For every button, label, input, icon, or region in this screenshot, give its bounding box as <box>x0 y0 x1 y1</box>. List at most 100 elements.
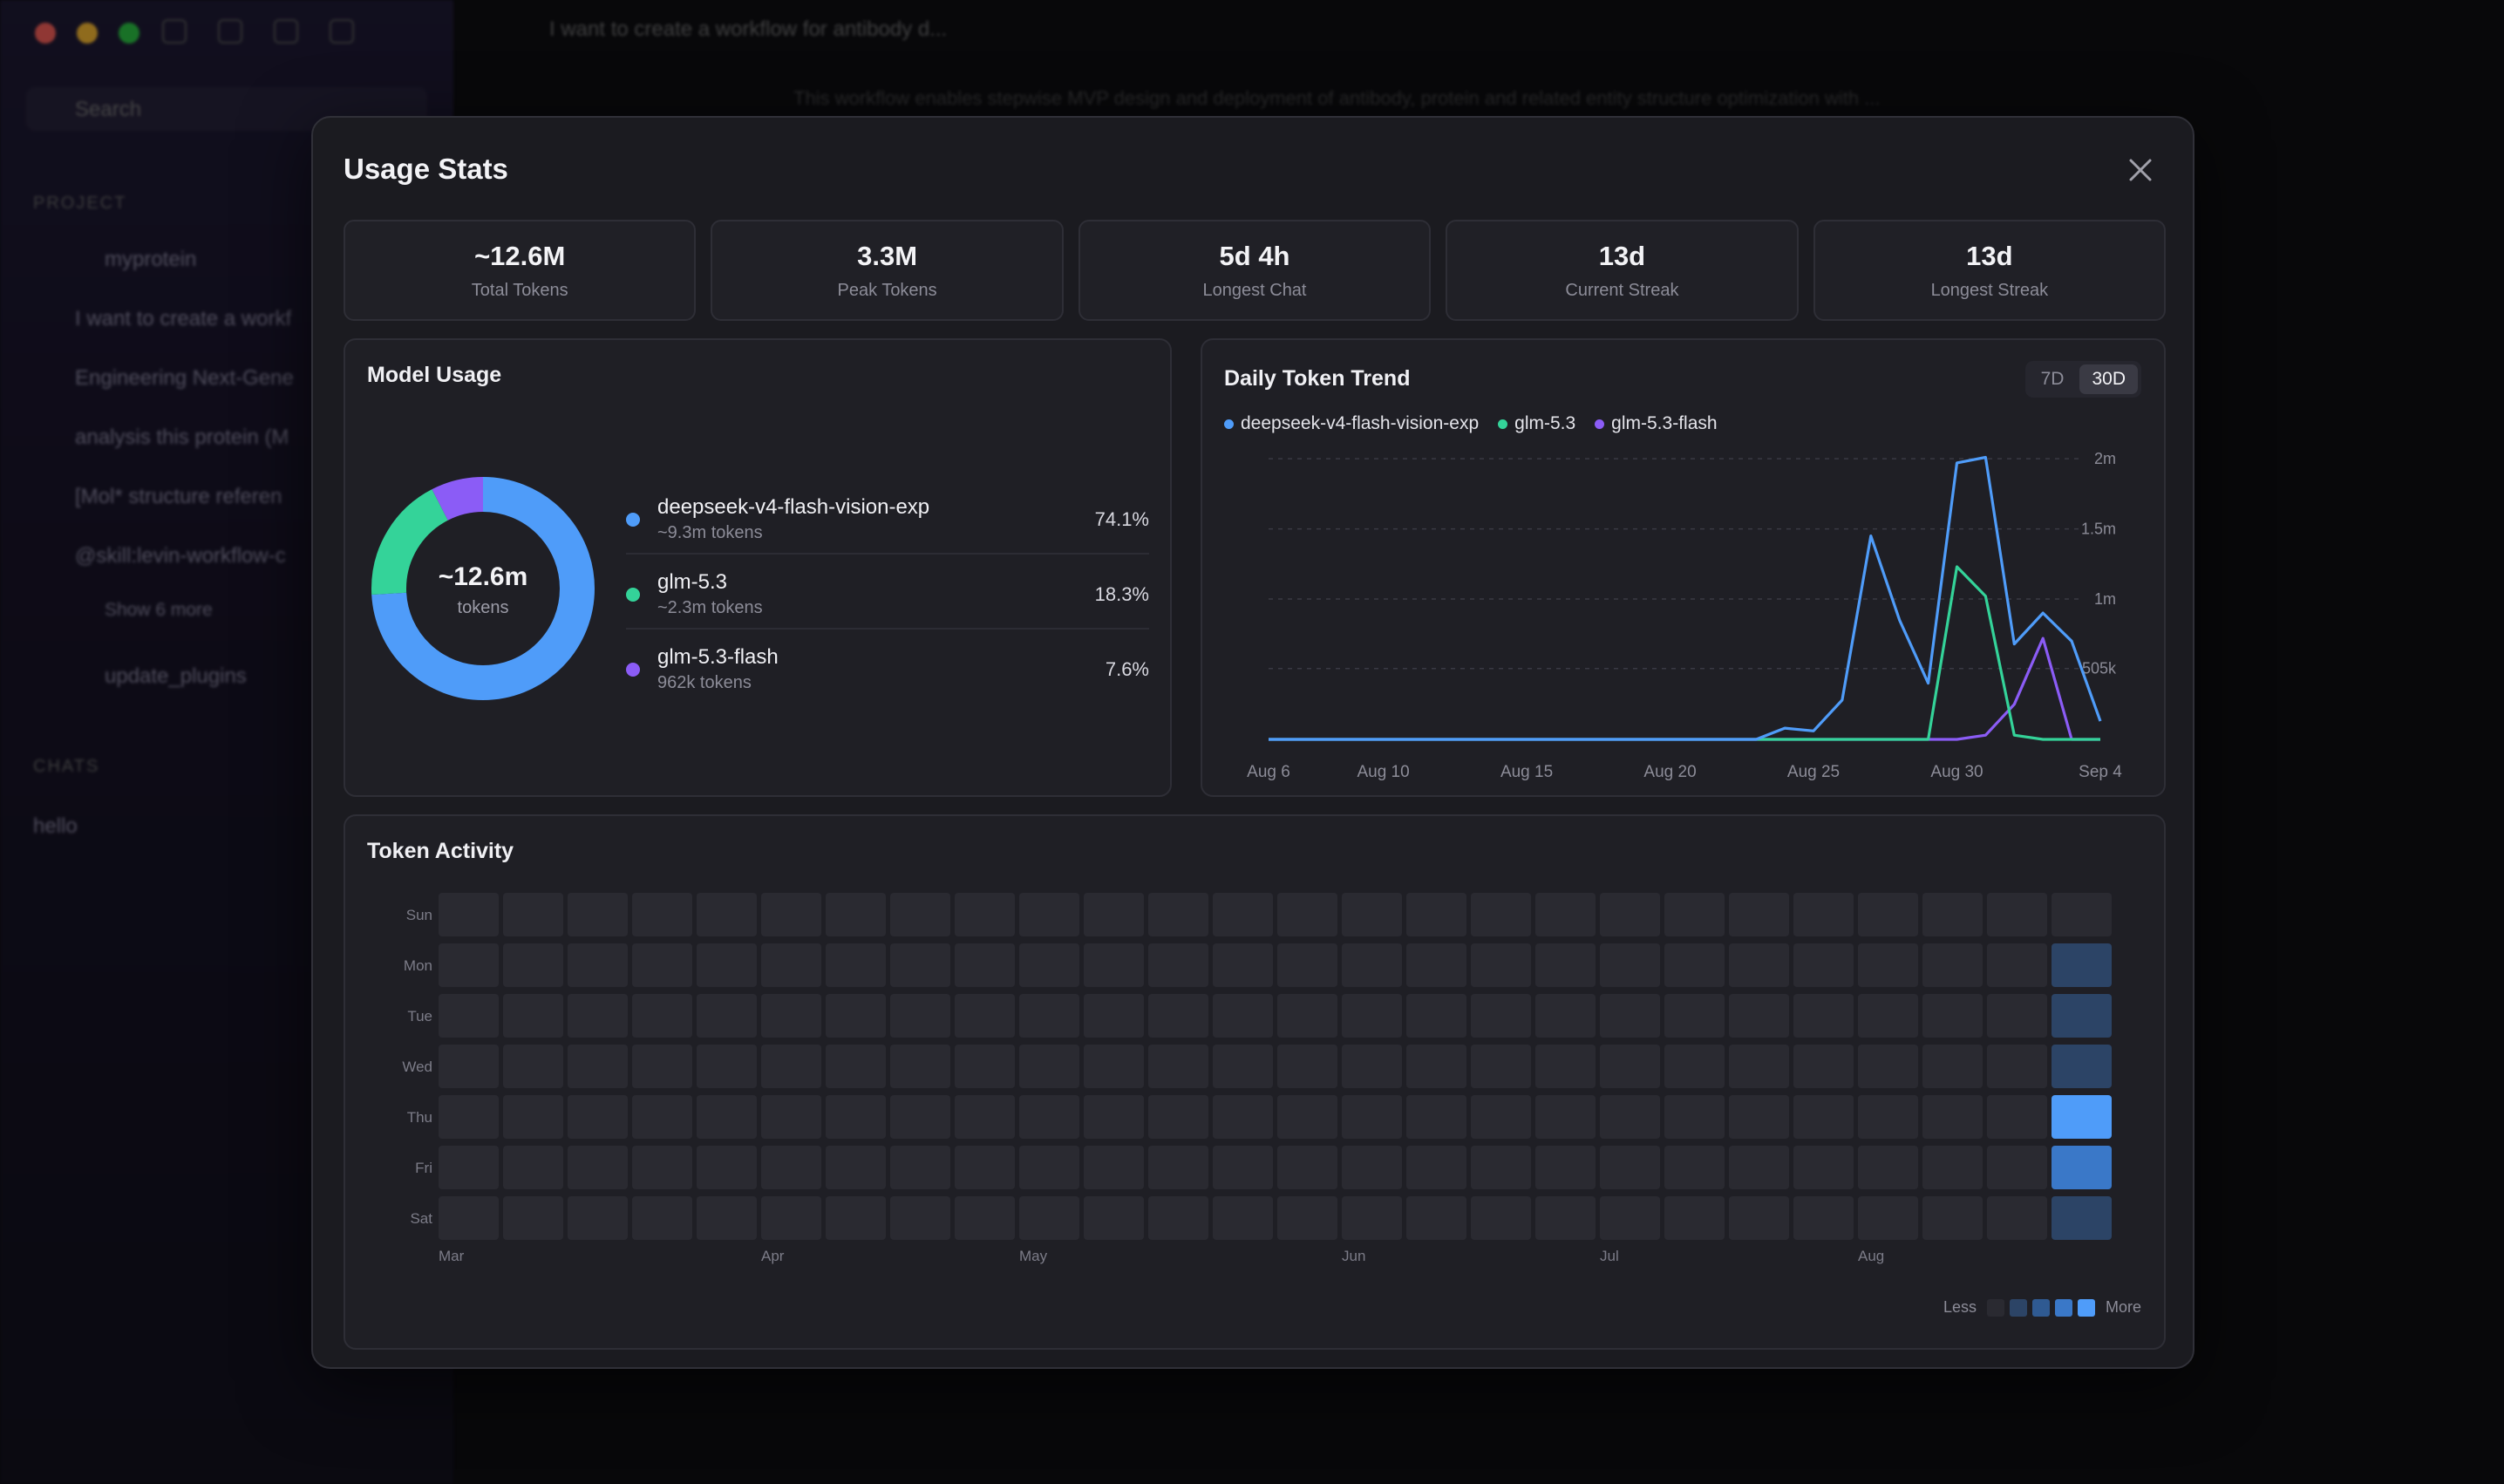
activity-cell[interactable] <box>890 994 950 1038</box>
activity-cell[interactable] <box>1213 1146 1273 1189</box>
activity-cell[interactable] <box>439 1196 499 1240</box>
activity-cell[interactable] <box>697 1196 757 1240</box>
history-icon[interactable] <box>274 19 298 44</box>
activity-cell[interactable] <box>632 1095 692 1139</box>
activity-cell[interactable] <box>697 1045 757 1088</box>
activity-cell[interactable] <box>1213 943 1273 987</box>
activity-cell[interactable] <box>503 1146 563 1189</box>
activity-cell[interactable] <box>1406 893 1466 936</box>
activity-cell[interactable] <box>503 994 563 1038</box>
activity-cell[interactable] <box>890 943 950 987</box>
activity-cell[interactable] <box>503 1095 563 1139</box>
activity-cell[interactable] <box>1471 1146 1531 1189</box>
activity-cell[interactable] <box>439 1045 499 1088</box>
activity-cell[interactable] <box>826 943 886 987</box>
activity-cell[interactable] <box>1793 1146 1854 1189</box>
activity-cell[interactable] <box>826 1196 886 1240</box>
activity-cell[interactable] <box>568 943 628 987</box>
activity-cell[interactable] <box>2052 893 2112 936</box>
activity-cell[interactable] <box>1987 943 2047 987</box>
activity-cell[interactable] <box>1084 1045 1144 1088</box>
sidebar-item[interactable]: myprotein <box>105 248 197 271</box>
sidebar-toggle-icon[interactable] <box>162 19 187 44</box>
activity-cell[interactable] <box>1729 1095 1789 1139</box>
chat-item[interactable]: hello <box>33 814 78 838</box>
activity-cell[interactable] <box>1406 994 1466 1038</box>
activity-cell[interactable] <box>1729 943 1789 987</box>
activity-cell[interactable] <box>1406 1196 1466 1240</box>
activity-cell[interactable] <box>1729 893 1789 936</box>
activity-cell[interactable] <box>1471 943 1531 987</box>
activity-cell[interactable] <box>1213 1045 1273 1088</box>
close-button[interactable] <box>2125 154 2156 186</box>
activity-cell[interactable] <box>1084 1095 1144 1139</box>
activity-cell[interactable] <box>761 893 821 936</box>
activity-cell[interactable] <box>1019 893 1079 936</box>
activity-cell[interactable] <box>1342 1146 1402 1189</box>
sidebar-item[interactable]: update_plugins <box>105 664 247 688</box>
minimize-window-button[interactable] <box>77 23 98 44</box>
activity-cell[interactable] <box>1729 1045 1789 1088</box>
activity-cell[interactable] <box>1858 994 1918 1038</box>
range-30d-button[interactable]: 30D <box>2079 364 2138 394</box>
activity-cell[interactable] <box>1084 893 1144 936</box>
activity-cell[interactable] <box>568 994 628 1038</box>
activity-cell[interactable] <box>1922 893 1983 936</box>
activity-cell[interactable] <box>1987 893 2047 936</box>
show-more-link[interactable]: Show 6 more <box>105 600 213 620</box>
activity-cell[interactable] <box>1535 1146 1596 1189</box>
activity-cell[interactable] <box>890 1095 950 1139</box>
activity-cell[interactable] <box>503 1045 563 1088</box>
activity-cell[interactable] <box>1342 1045 1402 1088</box>
activity-cell[interactable] <box>1535 1196 1596 1240</box>
activity-cell[interactable] <box>1148 994 1208 1038</box>
activity-cell[interactable] <box>439 994 499 1038</box>
activity-cell[interactable] <box>1535 1095 1596 1139</box>
grid-icon[interactable] <box>218 19 242 44</box>
activity-cell[interactable] <box>1858 1095 1918 1139</box>
activity-cell[interactable] <box>1987 1146 2047 1189</box>
activity-cell[interactable] <box>1664 1146 1725 1189</box>
sidebar-item[interactable]: I want to create a workf <box>75 307 292 330</box>
activity-cell[interactable] <box>1987 1196 2047 1240</box>
activity-cell[interactable] <box>1600 1146 1660 1189</box>
activity-cell[interactable] <box>761 1146 821 1189</box>
activity-cell[interactable] <box>826 893 886 936</box>
activity-cell[interactable] <box>761 1095 821 1139</box>
sidebar-item[interactable]: @skill:levin-workflow-c <box>75 544 286 568</box>
activity-cell[interactable] <box>1019 994 1079 1038</box>
activity-cell[interactable] <box>1471 1095 1531 1139</box>
activity-cell[interactable] <box>1406 1045 1466 1088</box>
activity-cell[interactable] <box>568 893 628 936</box>
activity-cell[interactable] <box>439 943 499 987</box>
activity-cell[interactable] <box>1342 1196 1402 1240</box>
activity-cell[interactable] <box>1213 1196 1273 1240</box>
activity-cell[interactable] <box>955 1196 1015 1240</box>
activity-cell[interactable] <box>1858 893 1918 936</box>
activity-cell[interactable] <box>1987 1095 2047 1139</box>
activity-cell[interactable] <box>1600 994 1660 1038</box>
maximize-window-button[interactable] <box>119 23 139 44</box>
activity-cell[interactable] <box>1148 1095 1208 1139</box>
activity-cell[interactable] <box>503 1196 563 1240</box>
activity-cell[interactable] <box>1019 943 1079 987</box>
activity-cell[interactable] <box>1019 1045 1079 1088</box>
activity-cell[interactable] <box>1019 1095 1079 1139</box>
activity-cell[interactable] <box>1664 1196 1725 1240</box>
activity-cell[interactable] <box>1922 1095 1983 1139</box>
activity-cell[interactable] <box>632 893 692 936</box>
activity-cell[interactable] <box>1793 893 1854 936</box>
activity-cell[interactable] <box>1084 943 1144 987</box>
activity-cell[interactable] <box>1342 943 1402 987</box>
activity-cell[interactable] <box>1277 994 1337 1038</box>
activity-cell[interactable] <box>1987 994 2047 1038</box>
activity-cell[interactable] <box>1471 994 1531 1038</box>
activity-cell[interactable] <box>1406 1095 1466 1139</box>
activity-cell[interactable] <box>1084 1146 1144 1189</box>
activity-cell[interactable] <box>761 994 821 1038</box>
activity-cell[interactable] <box>1858 943 1918 987</box>
activity-cell[interactable] <box>1664 1045 1725 1088</box>
activity-cell[interactable] <box>1793 1196 1854 1240</box>
activity-cell[interactable] <box>1535 994 1596 1038</box>
activity-cell[interactable] <box>1535 943 1596 987</box>
